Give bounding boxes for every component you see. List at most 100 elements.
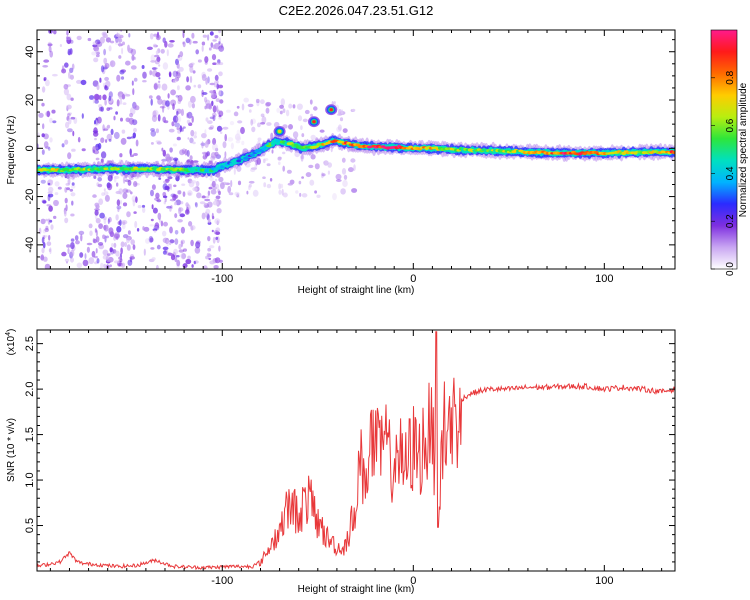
noise-speckle bbox=[213, 81, 217, 88]
noise-speckle bbox=[46, 241, 52, 247]
noise-speckle bbox=[209, 245, 215, 249]
noise-speckle bbox=[80, 234, 83, 242]
noise-speckle bbox=[207, 247, 212, 252]
noise-speckle bbox=[143, 248, 146, 256]
noise-speckle bbox=[70, 242, 75, 250]
noise-speckle bbox=[42, 123, 45, 130]
noise-speckle bbox=[76, 79, 82, 84]
noise-speckle bbox=[195, 49, 199, 55]
noise-speckle bbox=[209, 260, 216, 265]
noise-speckle bbox=[301, 193, 308, 198]
noise-speckle bbox=[172, 143, 177, 147]
noise-speckle bbox=[237, 120, 243, 124]
noise-speckle bbox=[176, 63, 180, 69]
noise-speckle bbox=[201, 92, 208, 95]
noise-speckle bbox=[201, 41, 206, 46]
noise-speckle bbox=[187, 192, 192, 196]
noise-speckle bbox=[103, 48, 106, 56]
noise-speckle bbox=[134, 182, 140, 186]
noise-speckle bbox=[218, 45, 225, 52]
noise-speckle bbox=[218, 114, 222, 118]
noise-speckle bbox=[45, 79, 50, 87]
noise-speckle bbox=[186, 119, 191, 124]
noise-speckle bbox=[116, 182, 119, 187]
noise-speckle bbox=[158, 64, 161, 67]
noise-speckle bbox=[98, 94, 102, 101]
colorbar-tick-label: 0.2 bbox=[725, 214, 736, 228]
noise-speckle bbox=[229, 121, 235, 126]
noise-speckle bbox=[96, 84, 100, 91]
noise-speckle bbox=[116, 205, 122, 210]
noise-speckle bbox=[150, 98, 153, 106]
colorbar-tick-label: 0.4 bbox=[725, 166, 736, 180]
noise-speckle bbox=[132, 199, 136, 207]
noise-speckle bbox=[190, 225, 194, 231]
noise-speckle bbox=[205, 204, 210, 208]
noise-speckle bbox=[120, 117, 123, 122]
noise-speckle bbox=[192, 70, 196, 74]
noise-speckle bbox=[174, 230, 179, 235]
noise-speckle bbox=[200, 142, 206, 146]
noise-speckle bbox=[70, 213, 75, 217]
noise-speckle bbox=[164, 197, 167, 203]
noise-speckle bbox=[122, 177, 126, 184]
noise-speckle bbox=[151, 114, 158, 122]
noise-speckle bbox=[341, 109, 343, 115]
noise-speckle bbox=[335, 179, 342, 182]
noise-speckle bbox=[107, 253, 111, 256]
noise-speckle bbox=[78, 230, 85, 235]
noise-speckle bbox=[321, 173, 326, 177]
noise-speckle bbox=[37, 132, 40, 138]
noise-speckle bbox=[149, 33, 154, 40]
noise-speckle bbox=[342, 128, 348, 134]
noise-speckle bbox=[179, 51, 184, 58]
noise-speckle bbox=[158, 177, 162, 180]
noise-speckle bbox=[173, 157, 179, 162]
noise-speckle bbox=[296, 103, 303, 110]
noise-speckle bbox=[170, 254, 176, 261]
noise-speckle bbox=[280, 183, 284, 189]
noise-speckle bbox=[63, 83, 69, 90]
colorbar: 0.0 0.2 0.4 0.6 0.8 Normalized spectral ampl… bbox=[710, 29, 749, 276]
noise-speckle bbox=[118, 38, 123, 43]
noise-speckle bbox=[113, 234, 117, 241]
noise-speckle bbox=[46, 204, 51, 207]
y-tick-label: 2.0 bbox=[24, 381, 36, 396]
noise-speckle bbox=[351, 188, 358, 193]
noise-speckle bbox=[210, 92, 217, 99]
noise-speckle bbox=[119, 153, 123, 158]
noise-speckle bbox=[122, 41, 125, 46]
noise-speckle bbox=[109, 60, 116, 68]
noise-speckle bbox=[189, 155, 193, 161]
noise-speckle bbox=[93, 127, 98, 134]
noise-speckle bbox=[119, 69, 125, 75]
noise-speckle bbox=[204, 211, 208, 218]
noise-speckle bbox=[47, 182, 51, 186]
noise-speckle bbox=[185, 37, 191, 44]
noise-speckle bbox=[49, 219, 53, 223]
noise-speckle bbox=[94, 39, 101, 45]
noise-speckle bbox=[208, 186, 213, 190]
noise-speckle bbox=[69, 67, 74, 74]
snr-multiplier-exponent: 4 bbox=[5, 332, 12, 336]
noise-speckle bbox=[211, 91, 214, 96]
y-tick-label: 1.5 bbox=[24, 427, 36, 442]
noise-speckle bbox=[340, 188, 346, 195]
noise-speckle bbox=[111, 243, 114, 248]
noise-speckle bbox=[282, 108, 286, 113]
noise-speckle bbox=[309, 99, 313, 105]
noise-speckle bbox=[220, 131, 223, 135]
noise-speckle bbox=[150, 60, 156, 63]
noise-speckle bbox=[250, 167, 257, 170]
noise-speckle bbox=[204, 96, 208, 103]
noise-speckle bbox=[118, 55, 122, 59]
noise-speckle bbox=[47, 43, 53, 46]
noise-speckle bbox=[48, 248, 52, 252]
noise-speckle bbox=[204, 205, 209, 209]
noise-speckle bbox=[150, 189, 154, 197]
noise-speckle bbox=[71, 182, 75, 186]
noise-speckle bbox=[94, 120, 96, 125]
noise-speckle bbox=[52, 120, 57, 124]
noise-speckle bbox=[212, 62, 217, 65]
noise-speckle bbox=[48, 205, 53, 212]
